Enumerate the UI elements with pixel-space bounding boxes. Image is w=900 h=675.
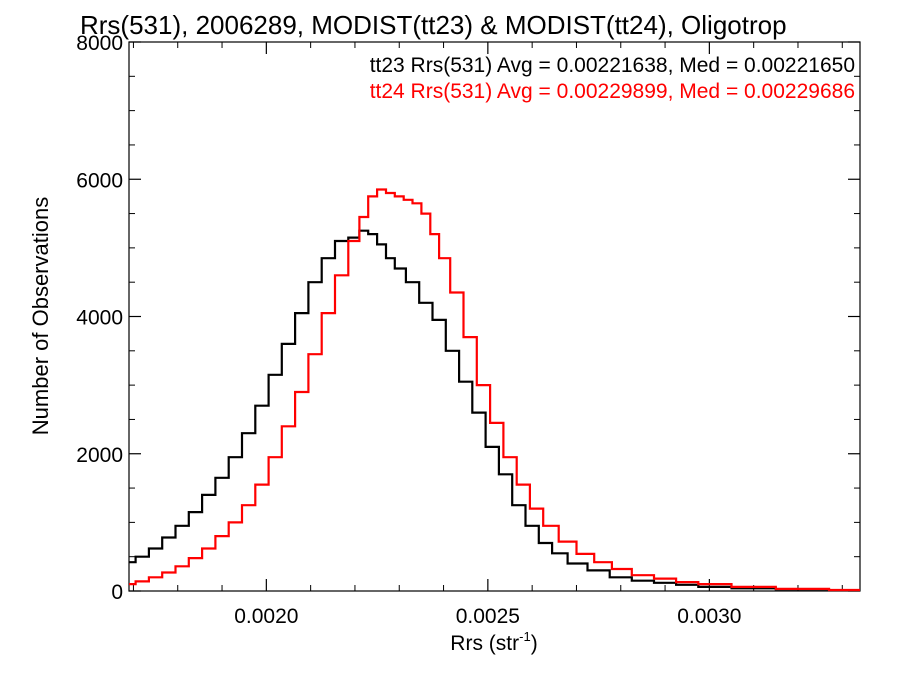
- x-tick-label: 0.0020: [234, 605, 298, 628]
- x-tick-label: 0.0025: [456, 605, 520, 628]
- x-axis-label-superscript: -1: [519, 629, 531, 644]
- x-tick-label: 0.0030: [677, 605, 741, 628]
- x-axis: 0.0020 0.0025 0.0030: [132, 42, 843, 628]
- legend-entry-tt24: tt24 Rrs(531) Avg = 0.00229899, Med = 0.…: [370, 80, 855, 103]
- y-tick-label: 4000: [76, 307, 123, 330]
- y-tick-label: 8000: [76, 32, 123, 55]
- y-axis: 0 2000 4000 6000 8000: [76, 32, 860, 604]
- series-lines: [129, 188, 860, 592]
- x-axis-label-main: Rrs (str: [450, 632, 519, 655]
- y-tick-label: 6000: [76, 169, 123, 192]
- chart-title: Rrs(531), 2006289, MODIST(tt23) & MODIST…: [80, 10, 787, 40]
- y-axis-label: Number of Observations: [28, 197, 53, 435]
- series-line-tt24: [129, 188, 860, 592]
- x-axis-label-tail: ): [531, 632, 538, 655]
- plot-frame: [128, 41, 861, 592]
- series-line-tt23: [129, 229, 860, 592]
- legend-entry-tt23: tt23 Rrs(531) Avg = 0.00221638, Med = 0.…: [370, 54, 855, 77]
- x-axis-label: Rrs (str-1): [450, 629, 537, 655]
- y-tick-label: 0: [111, 581, 123, 604]
- y-tick-label: 2000: [76, 444, 123, 467]
